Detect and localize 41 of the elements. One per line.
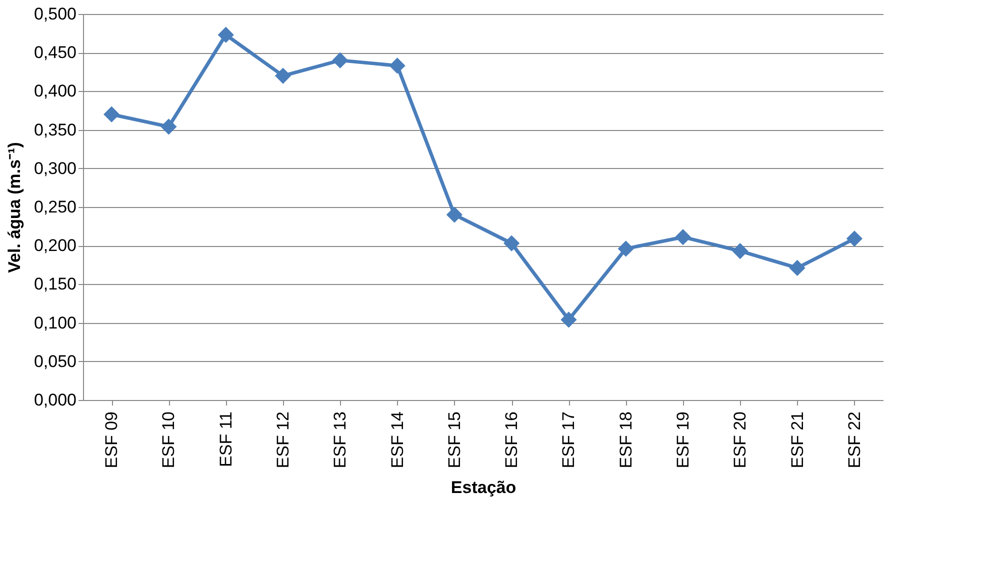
point [389,58,406,74]
x-tick-label: ESF 13 [330,412,350,468]
x-axis-title: Estação [450,478,516,498]
y-axis-title: Vel. água (m.s⁻¹) [4,142,24,273]
y-tick-label: 0,500 [34,4,76,24]
y-tick-label: 0,350 [34,120,76,140]
x-tick-label: ESF 22 [844,412,864,468]
point [504,235,520,252]
point [560,312,577,328]
y-tick-label: 0,300 [34,158,76,178]
x-tick-label: ESF 10 [159,412,178,468]
x-tick-label: ESF 20 [730,412,750,468]
x-tick-label: ESF 17 [559,412,578,468]
y-tick-label: 0,150 [34,274,76,294]
y-tick-label: 0,250 [34,198,76,216]
point [674,229,692,246]
x-tick-label: ESF 19 [674,412,692,468]
point [446,206,462,223]
point [846,230,862,247]
point [332,52,348,68]
x-tick-label: ESF 21 [788,412,807,468]
point [789,260,806,276]
x-tick-label: ESF 12 [274,412,292,468]
x-tick-label: ESF 15 [444,412,464,468]
x-tick-label: ESF 11 [216,412,236,467]
y-tick-label: 0,200 [34,236,76,256]
point [104,106,120,122]
x-tick-label: ESF 09 [102,412,122,468]
y-tick-label: 0,100 [34,313,76,332]
point [218,26,234,43]
point [618,240,634,257]
y-tick-label: 0,450 [34,43,76,62]
point [160,118,177,135]
point [274,68,292,84]
y-tick-label: 0,400 [34,82,76,101]
y-tick-label: 0,000 [34,390,76,410]
point [732,242,748,260]
x-tick-label: ESF 14 [388,412,407,468]
y-tick-label: 0,050 [34,352,76,371]
x-tick-label: ESF 18 [616,412,636,468]
x-tick-label: ESF 16 [502,412,522,468]
